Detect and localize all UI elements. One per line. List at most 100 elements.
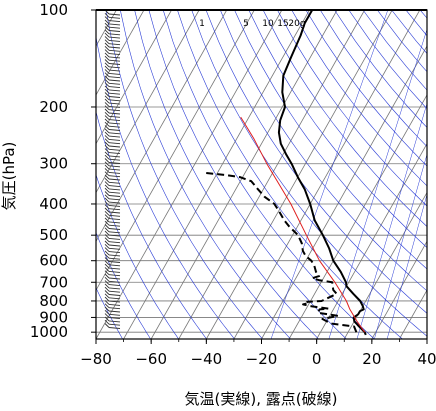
- barb-staff: [108, 294, 121, 296]
- wind-barb: [104, 131, 121, 138]
- wind-barb: [104, 55, 121, 62]
- barb-flag: [104, 158, 110, 163]
- barb-flag: [104, 128, 110, 134]
- barb-flag: [104, 32, 110, 38]
- barb-staff: [108, 257, 121, 260]
- barb-staff: [108, 39, 121, 42]
- y-tick-label: 300: [39, 155, 68, 173]
- barb-flag: [104, 95, 110, 101]
- barb-flag: [104, 135, 110, 140]
- barb-flag: [104, 12, 110, 18]
- dry-adiabat-line: [96, 34, 235, 339]
- wind-barb: [104, 171, 121, 178]
- barb-flag: [104, 230, 110, 236]
- barb-staff: [108, 148, 121, 151]
- barb-staff: [108, 112, 121, 115]
- wind-barb: [104, 323, 121, 329]
- wind-barb: [104, 224, 121, 230]
- barb-flag: [104, 42, 110, 48]
- dry-adiabat-line: [162, 10, 375, 339]
- dry-adiabat-line: [319, 10, 427, 147]
- isotherm-line: [288, 94, 427, 339]
- wind-barb: [104, 253, 121, 260]
- barb-flag: [104, 201, 110, 206]
- grid-layer: [96, 10, 427, 339]
- barb-flag: [104, 177, 110, 183]
- wind-barb: [104, 257, 121, 263]
- barb-flag: [104, 191, 110, 196]
- barb-staff: [108, 82, 121, 85]
- wind-barb: [104, 174, 121, 181]
- barb-flag: [104, 263, 110, 269]
- wind-barb: [104, 240, 121, 247]
- barb-flag: [104, 78, 110, 84]
- wind-barb: [104, 102, 121, 108]
- barb-flag: [104, 217, 110, 223]
- barb-staff: [108, 204, 121, 207]
- wind-barb: [104, 217, 121, 224]
- wind-barb: [104, 138, 121, 145]
- barb-staff: [108, 86, 121, 89]
- barb-flag: [104, 181, 110, 186]
- barb-staff: [108, 323, 121, 326]
- barb-staff: [108, 59, 121, 62]
- wind-barb: [104, 207, 121, 214]
- barb-flag: [104, 85, 110, 91]
- isotherm-line: [233, 10, 421, 339]
- wind-barb: [104, 82, 121, 89]
- wind-barb: [104, 22, 121, 29]
- mixing-ratio-line: [328, 28, 427, 339]
- barb-staff: [108, 36, 121, 39]
- y-tick-label: 500: [39, 226, 68, 244]
- dry-adiabat-line: [205, 10, 427, 314]
- wind-barb: [104, 108, 121, 115]
- dry-adiabat-line: [96, 173, 179, 339]
- wind-barb: [104, 36, 121, 42]
- dry-adiabat-line: [405, 10, 427, 37]
- dry-adiabat-line: [234, 10, 427, 270]
- wind-barb: [104, 135, 121, 141]
- barb-flag: [104, 92, 110, 97]
- y-tick-label: 700: [39, 273, 68, 291]
- dry-adiabat-line: [191, 10, 427, 337]
- barb-flag: [104, 197, 110, 203]
- mixing-ratio-label: 10: [262, 19, 274, 29]
- barb-flag: [104, 118, 110, 124]
- barb-staff: [108, 191, 121, 194]
- barb-flag: [104, 22, 110, 28]
- y-tick-label: 800: [39, 292, 68, 310]
- y-tick-label: 400: [39, 195, 68, 213]
- barb-flag: [104, 151, 110, 157]
- wind-barb: [104, 16, 121, 23]
- wind-barb: [104, 201, 121, 207]
- barb-flag: [104, 98, 110, 104]
- wind-barb: [104, 313, 121, 320]
- wind-barb: [104, 168, 121, 174]
- barb-staff: [108, 310, 121, 313]
- wind-barb: [104, 42, 121, 49]
- wind-barb: [104, 309, 121, 316]
- dry-adiabat-line: [305, 10, 427, 167]
- barb-flag: [104, 26, 110, 31]
- barb-staff: [108, 287, 121, 290]
- x-tick-label: 40: [417, 350, 436, 368]
- dry-adiabat-line: [120, 10, 291, 339]
- barb-staff: [108, 201, 121, 204]
- mixing-ratio-line: [270, 10, 389, 339]
- wind-barb: [104, 187, 121, 194]
- barb-staff: [108, 284, 121, 287]
- wind-barb: [104, 45, 121, 52]
- barb-flag: [104, 220, 110, 226]
- barb-flag: [104, 148, 110, 153]
- barb-staff: [108, 303, 121, 306]
- y-tick-label: 600: [39, 252, 68, 270]
- barb-staff: [108, 211, 121, 214]
- barb-staff: [108, 264, 121, 267]
- barb-staff: [108, 317, 121, 320]
- barb-flag: [104, 283, 110, 289]
- isotherm-line: [96, 10, 145, 96]
- barb-flag: [104, 49, 110, 54]
- wind-barb: [104, 121, 121, 128]
- barb-staff: [108, 56, 121, 59]
